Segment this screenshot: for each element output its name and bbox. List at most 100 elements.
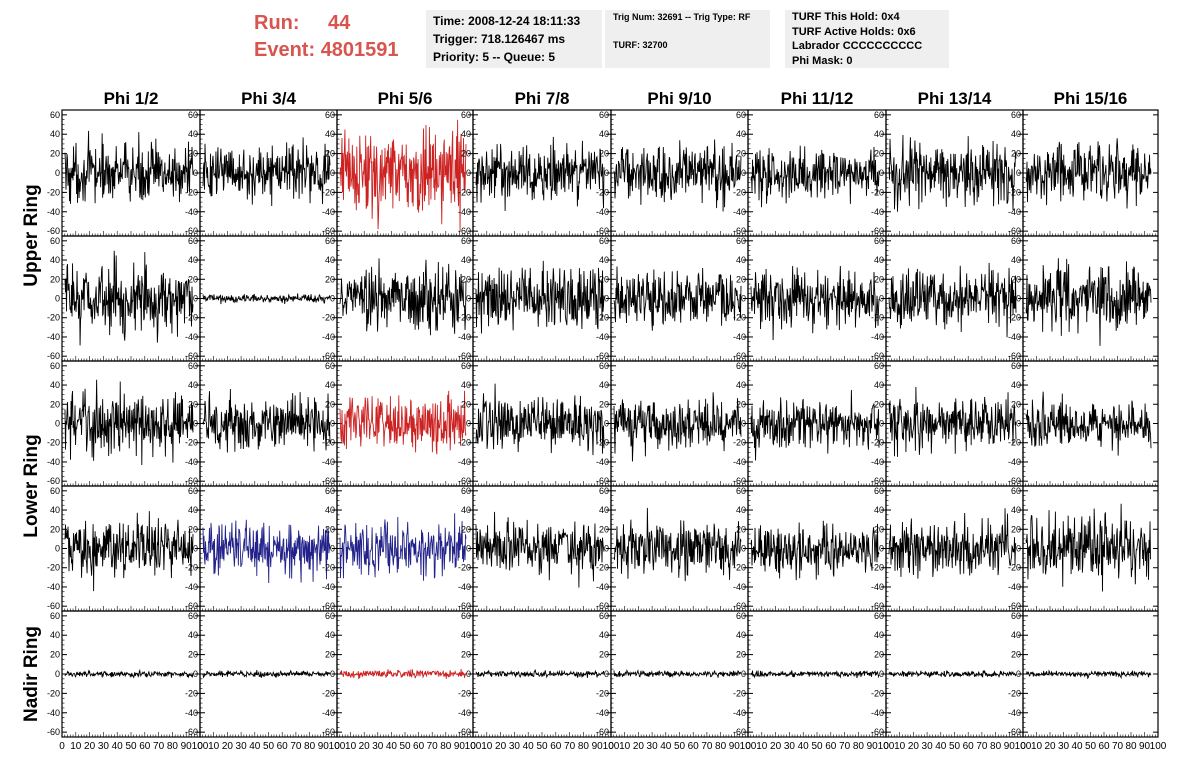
y-tick-label: 60	[736, 236, 746, 246]
waveform-panel: -60 -40 -20 0 20 40 60	[322, 360, 474, 487]
y-tick-label: 0	[55, 669, 60, 679]
waveform-panel: -60 -40 -20 0 20 40 60	[458, 610, 612, 738]
y-tick-label: -20	[871, 313, 884, 323]
y-tick-label: -20	[185, 438, 198, 448]
x-tick-label: 0	[1020, 741, 1026, 752]
waveform-trace	[202, 669, 331, 679]
y-tick-label: 20	[1011, 399, 1021, 409]
column-label: Phi 7/8	[515, 89, 570, 108]
y-tick-label: 20	[874, 149, 884, 159]
y-tick-label: -20	[47, 187, 60, 197]
waveform-trace	[888, 508, 1017, 579]
y-tick-label: -40	[47, 582, 60, 592]
y-tick-label: 60	[325, 486, 335, 496]
y-tick-label: 0	[55, 168, 60, 178]
waveform-trace	[750, 389, 880, 461]
waveform-panel: -60 -40 -20 0 20 40 60	[458, 235, 612, 362]
y-tick-label: 0	[193, 419, 198, 429]
y-tick-label: -60	[185, 476, 198, 486]
y-tick-label: 0	[1016, 168, 1021, 178]
waveform-trace	[339, 513, 467, 581]
y-tick-label: -60	[596, 351, 609, 361]
y-tick-label: -20	[871, 563, 884, 573]
y-tick-label: 0	[466, 544, 471, 554]
waveform-trace	[1025, 669, 1152, 680]
y-tick-label: -60	[871, 476, 884, 486]
waveform-trace	[750, 145, 880, 208]
run-event-info: Run: 44 Event: 4801591	[254, 10, 399, 64]
waveform-panel: -60 -40 -20 0 20 40 60	[596, 610, 749, 738]
waveform-panel: -60 -40 -20 0 20 40 60	[871, 360, 1024, 487]
y-tick-label: 20	[599, 524, 609, 534]
y-tick-label: -20	[322, 313, 335, 323]
y-tick-label: -40	[596, 332, 609, 342]
x-tick-label: 80	[440, 741, 452, 752]
x-tick-label: 70	[976, 741, 988, 752]
y-tick-label: 0	[193, 544, 198, 554]
y-tick-label: -40	[733, 708, 746, 718]
x-tick-label: 60	[1098, 741, 1110, 752]
y-tick-label: -60	[733, 727, 746, 737]
y-tick-label: 40	[461, 380, 471, 390]
x-tick-label: 10	[345, 741, 357, 752]
waveform-trace	[1025, 391, 1152, 456]
trigger-info-box: Trig Num: 32691 -- Trig Type: RF TURF: 3…	[605, 10, 770, 68]
y-tick-label: -20	[733, 688, 746, 698]
y-tick-label: 40	[599, 255, 609, 265]
waveform-trace	[1025, 138, 1152, 209]
column-label: Phi 5/6	[378, 89, 433, 108]
y-tick-label: -20	[596, 187, 609, 197]
x-tick-label: 10	[481, 741, 493, 752]
y-tick-label: 60	[1011, 486, 1021, 496]
y-tick-label: 0	[741, 544, 746, 554]
waveform-trace	[888, 262, 1017, 338]
x-tick-label: 90	[318, 741, 330, 752]
y-tick-label: 40	[1011, 630, 1021, 640]
row-label: Upper Ring	[21, 184, 42, 286]
y-tick-label: -40	[1008, 708, 1021, 718]
x-tick-label: 80	[167, 741, 179, 752]
waveform-panel: -60 -40 -20 0 20 40 60	[596, 360, 749, 487]
y-tick-label: 20	[461, 274, 471, 284]
x-tick-label: 90	[1139, 741, 1151, 752]
y-tick-label: 20	[1011, 650, 1021, 660]
y-tick-label: 0	[55, 544, 60, 554]
x-tick-label: 60	[963, 741, 975, 752]
y-tick-label: 40	[736, 630, 746, 640]
x-tick-label: 80	[715, 741, 727, 752]
y-tick-label: -20	[871, 438, 884, 448]
y-tick-label: -40	[1008, 582, 1021, 592]
y-tick-label: -40	[322, 582, 335, 592]
y-tick-label: -60	[871, 727, 884, 737]
waveform-trace	[475, 511, 605, 588]
x-tick-label: 30	[509, 741, 521, 752]
y-tick-label: 20	[50, 149, 60, 159]
waveform-trace	[339, 119, 467, 232]
y-tick-label: -40	[185, 332, 198, 342]
y-tick-label: 60	[188, 236, 198, 246]
y-tick-label: -20	[47, 313, 60, 323]
y-tick-label: -40	[47, 708, 60, 718]
phi-mask-line: Phi Mask: 0	[792, 54, 853, 67]
y-tick-label: 40	[874, 129, 884, 139]
y-tick-label: 40	[461, 129, 471, 139]
column-label: Phi 11/12	[781, 89, 854, 108]
waveform-panel: -60 -40 -20 0 20 40 60	[185, 485, 338, 612]
y-tick-label: 0	[193, 294, 198, 304]
waveform-panel: -60 -40 -20 0 20 40 60	[596, 485, 749, 612]
x-tick-label: 40	[660, 741, 672, 752]
y-tick-label: 60	[188, 611, 198, 621]
waveform-panel: -60 -40 -20 0 20 40 60	[47, 360, 201, 487]
y-tick-label: -60	[733, 601, 746, 611]
y-tick-label: 0	[741, 669, 746, 679]
y-tick-label: -20	[185, 688, 198, 698]
x-tick-label: 40	[798, 741, 810, 752]
waveform-panel: -60 -40 -20 0 20 40 60	[458, 109, 612, 237]
y-tick-label: 20	[599, 650, 609, 660]
y-tick-label: -20	[871, 688, 884, 698]
x-tick-label: 10	[894, 741, 906, 752]
y-tick-label: -60	[596, 226, 609, 236]
y-tick-label: -40	[322, 457, 335, 467]
waveform-panel: -60 -40 -20 0 20 40 60	[733, 360, 887, 487]
y-tick-label: 60	[188, 486, 198, 496]
